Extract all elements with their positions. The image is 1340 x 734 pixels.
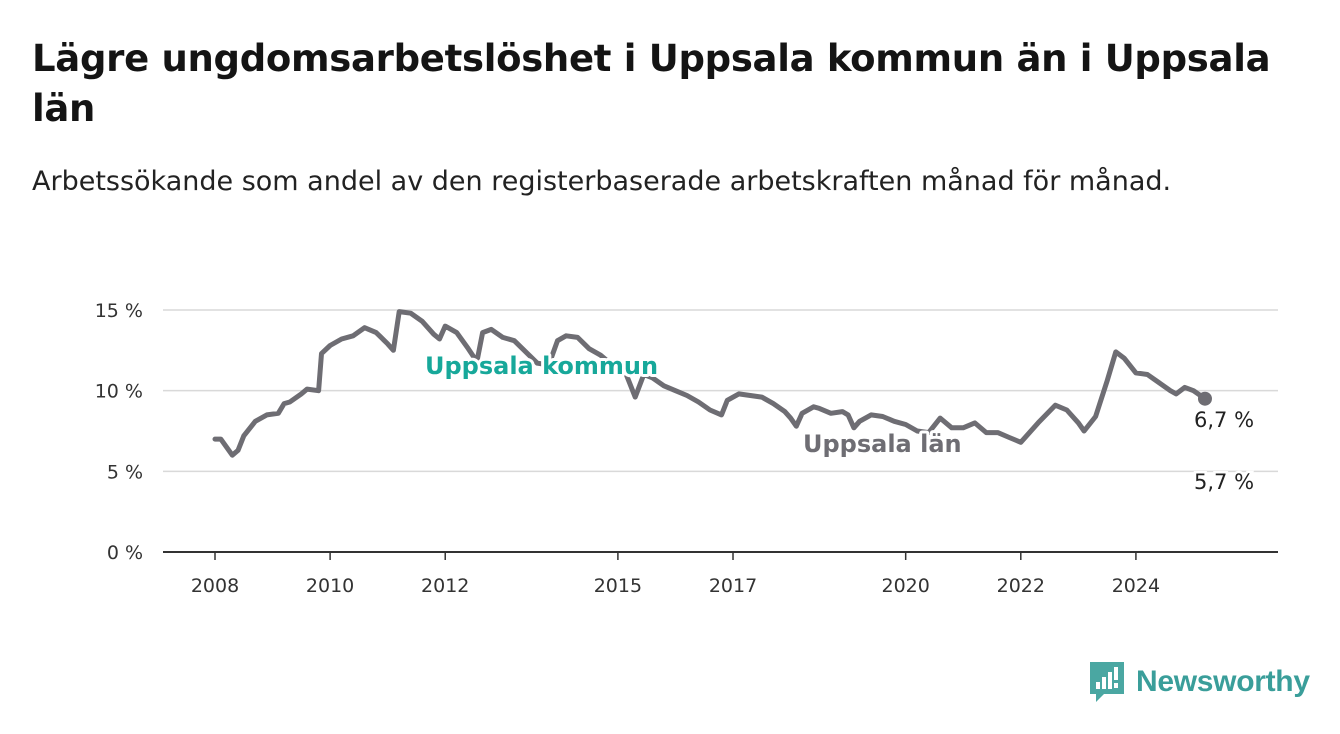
labels: Uppsala kommun Uppsala län 6,7 % 5,7 %: [422, 349, 1257, 497]
line-chart: 0 % 5 % 10 % 15 % 2008 2010 2012 2015 2017 2020 20…: [95, 300, 1278, 597]
series-label-uppsala-l-n: Uppsala län: [803, 430, 962, 458]
y-tick-label: 5 %: [107, 461, 143, 483]
x-tick-label: 2020: [882, 575, 930, 597]
x-tick-label: 2008: [191, 575, 239, 597]
x-tick-label: 2015: [594, 575, 642, 597]
series-end-point-uppsala-l-n: [1197, 391, 1212, 406]
end-value-label-uppsala-kommun: 5,7 %: [1194, 470, 1254, 494]
axes: 0 % 5 % 10 % 15 % 2008 2010 2012 2015 2017 2020 20…: [95, 300, 1278, 597]
y-tick-label: 10 %: [95, 381, 143, 403]
end-value-label-uppsala-l-n: 6,7 %: [1194, 408, 1254, 432]
x-tick-label: 2024: [1112, 575, 1160, 597]
x-tick-label: 2022: [997, 575, 1045, 597]
grid-lines: [163, 309, 1278, 473]
x-tick-label: 2017: [709, 575, 757, 597]
chart-subtitle: Arbetssökande som andel av den registerb…: [32, 166, 1172, 197]
series-label-uppsala-kommun: Uppsala kommun: [425, 352, 658, 380]
brand-name: Newsworthy: [1136, 665, 1310, 698]
newsworthy-logo-icon: [1090, 662, 1124, 702]
chart-title: Lägre ungdomsarbetslöshet i Uppsala komm…: [32, 37, 1271, 130]
x-tick-label: 2012: [421, 575, 469, 597]
series-line-uppsala-l-n: [212, 309, 1208, 458]
y-tick-label: 15 %: [95, 300, 143, 322]
series-lines: [212, 309, 1212, 458]
y-tick-label: 0 %: [107, 542, 143, 564]
brand-logo: Newsworthy: [1088, 660, 1310, 704]
x-tick-label: 2010: [306, 575, 354, 597]
